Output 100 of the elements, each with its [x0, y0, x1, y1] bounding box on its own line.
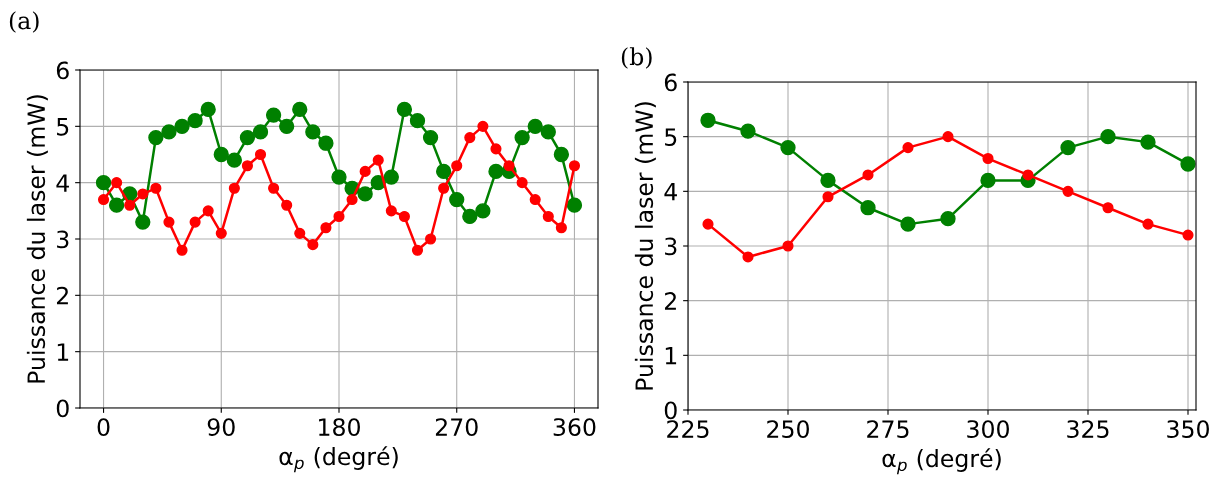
y-axis-title: Puissance du laser (mW)	[26, 95, 48, 383]
point	[320, 222, 332, 234]
point	[568, 160, 581, 172]
y-tick-label: 6	[56, 61, 69, 80]
point	[333, 210, 345, 223]
point	[279, 118, 295, 134]
y-tick-label: 3	[665, 237, 677, 256]
y-tick-label: 4	[664, 183, 677, 201]
point	[942, 131, 954, 143]
point	[438, 182, 450, 194]
y-tick-label: 3	[57, 230, 69, 249]
point	[137, 188, 149, 200]
point	[307, 239, 319, 251]
point	[359, 165, 371, 177]
point	[254, 148, 267, 161]
point	[862, 169, 874, 181]
y-axis-title: Puissance du laser (mW)	[634, 102, 656, 390]
point	[1180, 156, 1196, 172]
point	[542, 210, 554, 223]
point	[462, 208, 478, 225]
point	[398, 210, 410, 223]
x-tick-label: 300	[967, 420, 1009, 438]
x-axis-title: α$_{p}$ (degré)	[279, 446, 398, 473]
x-tick-label: 225	[667, 420, 709, 438]
point	[226, 152, 242, 168]
point	[488, 163, 504, 180]
point	[1182, 229, 1194, 241]
point	[187, 113, 203, 129]
point	[135, 214, 151, 230]
point	[383, 169, 399, 185]
point	[174, 118, 190, 134]
point	[822, 191, 834, 203]
x-tick-label: 350	[1167, 420, 1209, 438]
point	[555, 222, 567, 234]
point	[265, 107, 282, 123]
point	[111, 177, 123, 189]
point	[124, 199, 136, 211]
point	[202, 205, 214, 217]
point	[529, 194, 541, 206]
y-tick-label: 0	[664, 401, 677, 420]
y-tick-label: 2	[664, 292, 676, 310]
x-tick-label: 180	[319, 418, 360, 436]
point	[782, 240, 794, 252]
point	[1100, 129, 1116, 145]
point	[385, 205, 397, 217]
point	[189, 216, 201, 228]
point	[449, 191, 465, 208]
x-tick-label: 275	[867, 420, 909, 438]
point	[490, 143, 502, 155]
y-tick-label: 2	[56, 286, 68, 305]
point	[108, 197, 125, 213]
point	[150, 182, 162, 194]
point	[148, 129, 164, 146]
point	[477, 120, 489, 132]
x-tick-label: 360	[553, 418, 596, 436]
point	[702, 218, 714, 230]
point	[553, 146, 570, 163]
point	[514, 129, 530, 146]
point	[161, 124, 177, 140]
point	[163, 216, 175, 228]
y-tick-label: 1	[57, 343, 69, 361]
point	[516, 177, 528, 189]
point	[409, 113, 426, 129]
x-tick-label: 250	[767, 420, 809, 438]
point	[436, 163, 452, 180]
point	[411, 244, 424, 256]
y-tick-label: 5	[57, 118, 69, 136]
x-tick-label: 325	[1067, 420, 1109, 438]
point	[940, 211, 956, 227]
point	[566, 197, 583, 213]
point	[294, 227, 306, 239]
point	[1140, 134, 1156, 150]
point	[740, 123, 756, 139]
point	[97, 194, 110, 206]
point	[780, 139, 796, 156]
point	[422, 129, 439, 146]
point	[239, 129, 256, 146]
point	[372, 154, 384, 166]
point	[1102, 202, 1114, 214]
point	[357, 186, 373, 202]
point	[425, 233, 437, 245]
point	[700, 112, 716, 128]
point	[540, 124, 556, 140]
point	[95, 175, 112, 191]
point	[213, 146, 229, 163]
point	[464, 132, 476, 144]
point	[475, 203, 491, 219]
point	[860, 200, 876, 216]
point	[503, 160, 515, 172]
point	[241, 160, 253, 172]
point	[228, 182, 240, 194]
x-axis-title: α$_{p}$ (degré)	[882, 448, 1001, 475]
point	[396, 101, 413, 118]
y-tick-label: 5	[665, 128, 677, 146]
point	[1062, 185, 1074, 197]
y-tick-label: 1	[665, 347, 677, 365]
point	[346, 194, 358, 206]
y-tick-label: 6	[664, 73, 677, 92]
point	[305, 124, 321, 140]
point	[176, 244, 188, 256]
